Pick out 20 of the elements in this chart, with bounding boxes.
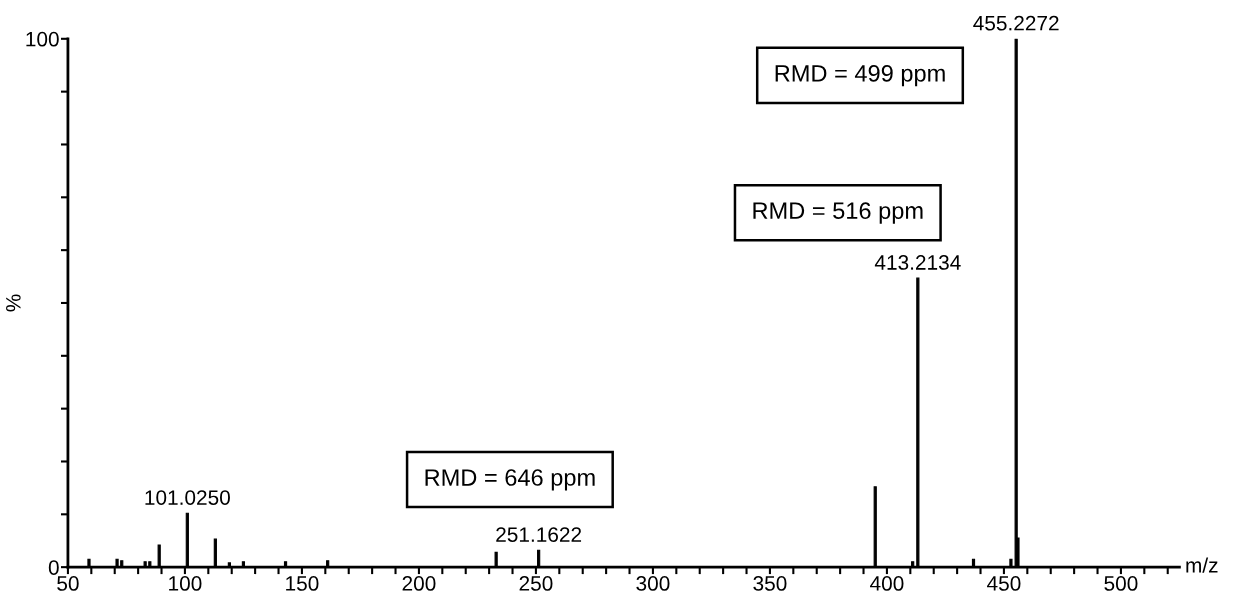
x-tick-label: 450 bbox=[987, 576, 1021, 591]
annotation: RMD = 646 ppm bbox=[425, 469, 595, 491]
x-tick-label: 300 bbox=[636, 576, 670, 591]
x-tick-label: 350 bbox=[753, 576, 787, 591]
annotation: 413.2134 bbox=[874, 255, 961, 270]
x-tick-label: 100 bbox=[169, 576, 202, 591]
x-tick-label: 150 bbox=[286, 576, 319, 591]
y-tick-label: 0 bbox=[48, 560, 59, 575]
y-axis-title: % bbox=[6, 294, 21, 312]
x-tick-label: 400 bbox=[870, 576, 904, 591]
x-tick-label: 200 bbox=[402, 576, 436, 591]
annotation: RMD = 499 ppm bbox=[775, 64, 945, 87]
x-tick-label: 250 bbox=[519, 576, 553, 591]
x-tick-label: 500 bbox=[1104, 576, 1138, 591]
x-tick-label: 50 bbox=[57, 576, 79, 591]
x-axis-title: m/z bbox=[1186, 557, 1218, 573]
annotation: 455.2272 bbox=[973, 15, 1059, 31]
annotation: RMD = 516 ppm bbox=[753, 202, 923, 224]
annotation: 101.0250 bbox=[145, 490, 230, 505]
annotation: 251.1622 bbox=[496, 527, 582, 542]
